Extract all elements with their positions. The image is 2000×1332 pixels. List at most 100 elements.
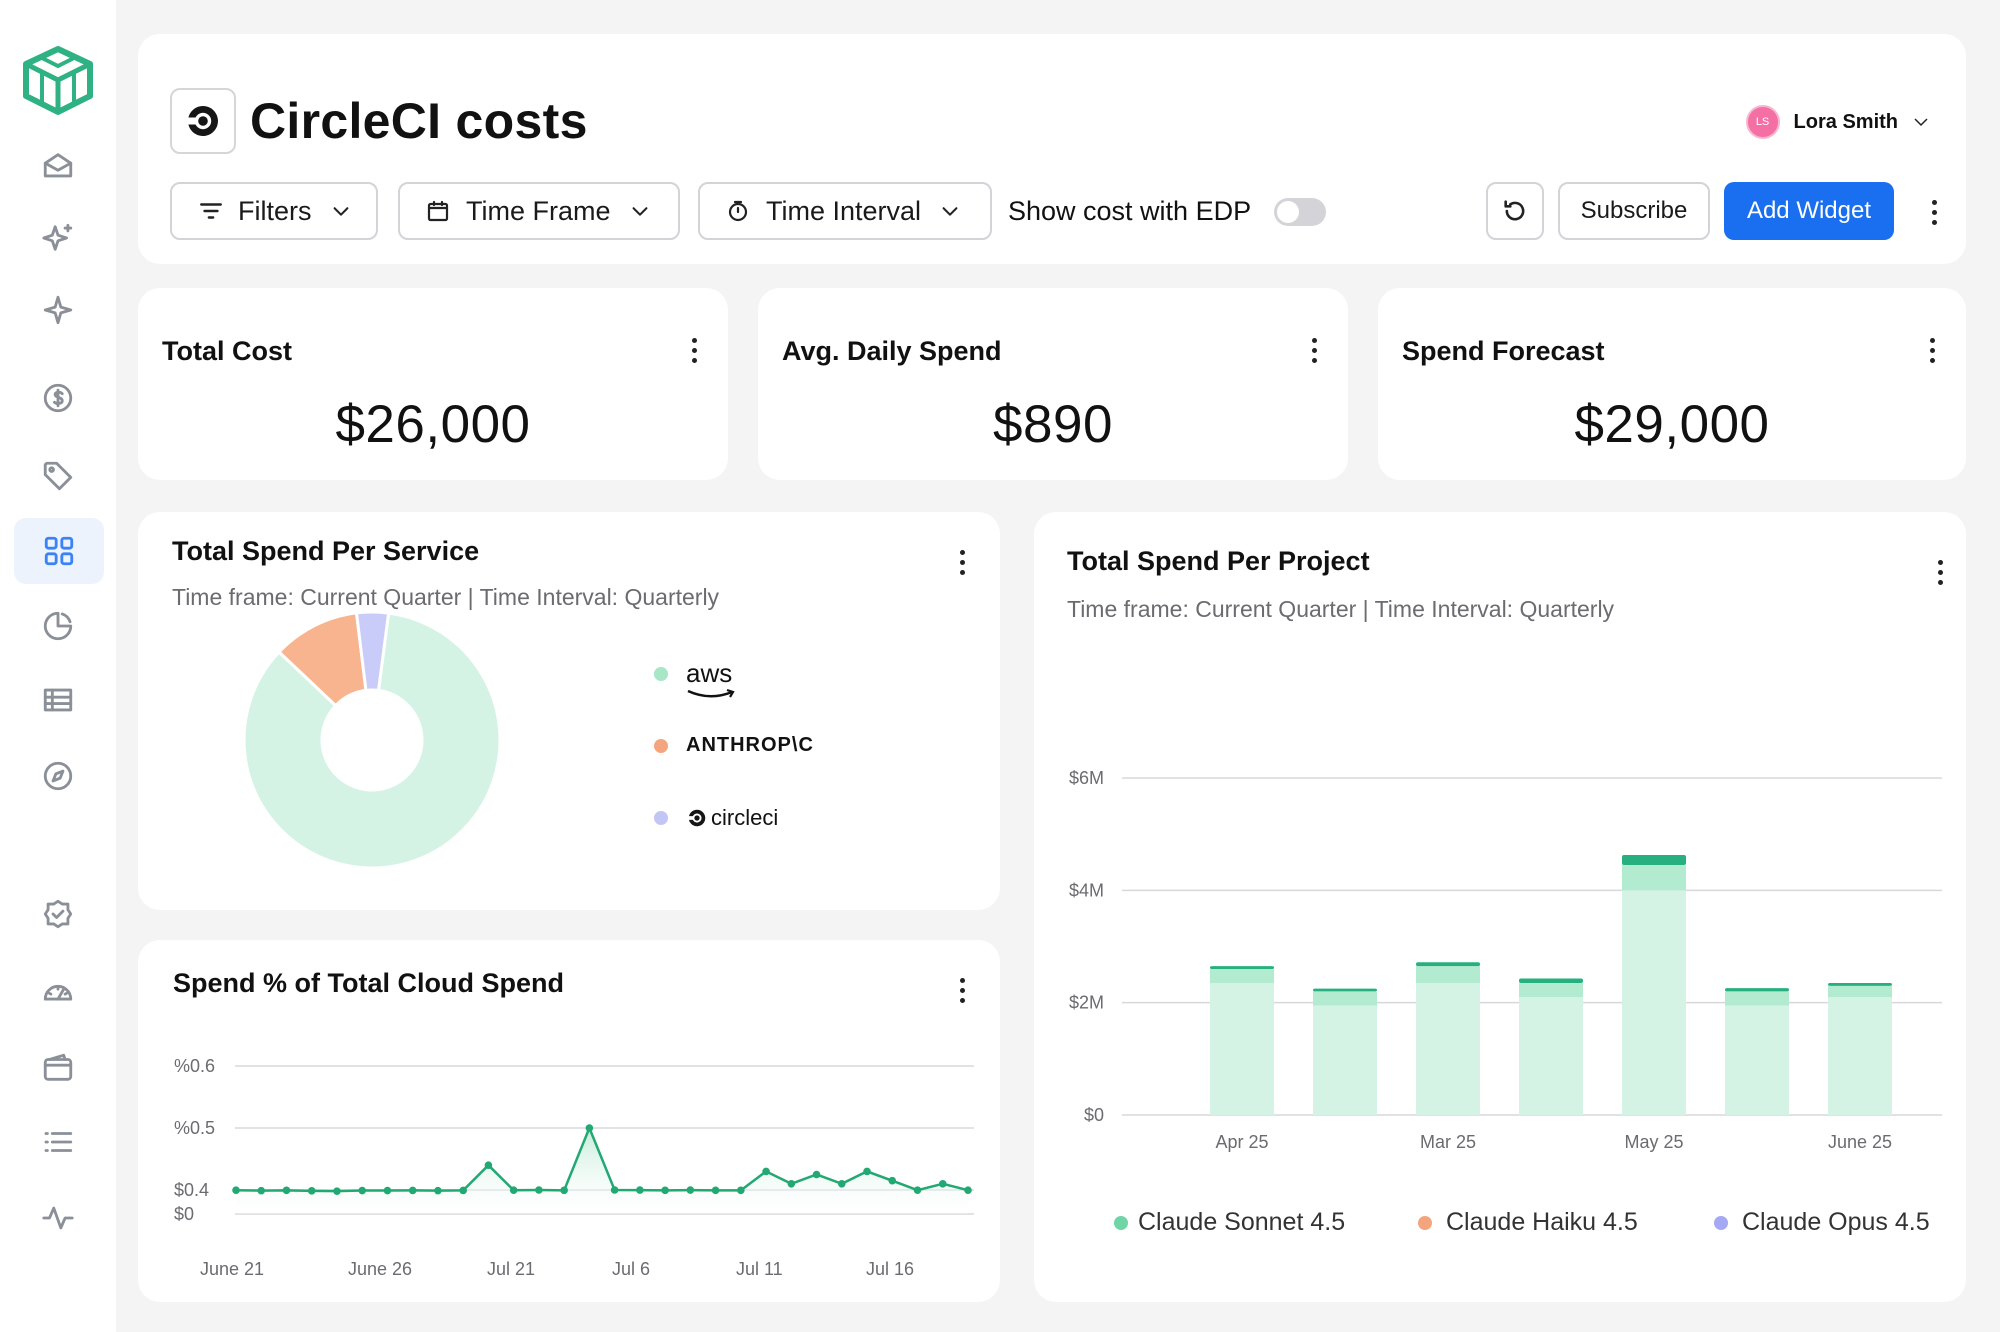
x-tick-label: June 25 [1828, 1132, 1892, 1152]
data-point [484, 1161, 493, 1169]
circleci-icon [688, 809, 706, 827]
bar-segment [1313, 1005, 1377, 1115]
timer-icon [728, 200, 748, 222]
legend-item-haiku: Claude Haiku 4.5 [1418, 1208, 1638, 1237]
kpi-more-menu[interactable] [1302, 330, 1326, 370]
dollar-icon [43, 383, 73, 413]
list-icon [44, 1132, 73, 1152]
x-tick-label: June 21 [200, 1259, 264, 1279]
header-more-menu[interactable] [1922, 192, 1946, 232]
nav-dashboards[interactable] [14, 518, 104, 584]
add-widget-button[interactable]: Add Widget [1724, 182, 1894, 240]
x-tick-label: May 25 [1624, 1132, 1683, 1152]
data-point [762, 1167, 770, 1176]
bar-segment [1416, 983, 1480, 1115]
legend-dot [654, 811, 668, 825]
filters-label: Filters [238, 195, 312, 226]
y-tick-label: $4M [1069, 880, 1104, 900]
widget-more-menu[interactable] [1928, 552, 1952, 592]
tag-icon [43, 461, 73, 491]
time-frame-dropdown[interactable]: Time Frame [398, 182, 680, 240]
widget-title: Spend % of Total Cloud Spend [173, 968, 564, 998]
kpi-card-total-cost: Total Cost $26,000 [138, 288, 728, 480]
y-tick-label: $0 [174, 1204, 194, 1224]
bar-segment [1519, 997, 1583, 1115]
donut-chart [242, 612, 502, 870]
bar-segment [1725, 991, 1789, 1006]
bar-segment [1313, 988, 1377, 992]
filters-button[interactable]: Filters [170, 182, 378, 240]
data-point [686, 1186, 695, 1194]
legend-label: Claude Haiku 4.5 [1446, 1208, 1638, 1236]
kpi-value: $29,000 [1574, 395, 1770, 454]
chevron-down-icon [942, 207, 958, 216]
aws-smile-icon [687, 688, 735, 698]
user-name: Lora Smith [1793, 110, 1898, 133]
nav-compliance[interactable] [28, 884, 88, 944]
y-tick-label: $2M [1069, 993, 1104, 1013]
nav-sparkles[interactable] [28, 208, 88, 268]
data-point [787, 1180, 796, 1188]
nav-inbox[interactable] [28, 136, 88, 196]
data-point [459, 1186, 467, 1195]
nav-activity[interactable] [28, 1188, 88, 1248]
bar-segment [1622, 854, 1686, 866]
bar-segment [1725, 988, 1789, 992]
widget-more-menu[interactable] [950, 970, 974, 1010]
bar-segment [1210, 968, 1274, 984]
bar-segment [1828, 985, 1892, 998]
legend-item-anthropic: ANTHROP\C [654, 734, 814, 757]
calendar-icon [427, 200, 449, 222]
data-point [333, 1187, 341, 1195]
bar-segment [1416, 962, 1480, 967]
kpi-more-menu[interactable] [1920, 330, 1944, 370]
chevron-down-icon [333, 207, 348, 216]
bar-segment [1622, 890, 1686, 1115]
widget-spend-percent-cloud: Spend % of Total Cloud Spend %0.6 %0.5 $0.… [138, 940, 1000, 1302]
refresh-icon [1504, 200, 1525, 221]
data-point [610, 1186, 619, 1194]
kpi-more-menu[interactable] [682, 330, 706, 370]
sparkle-icon [43, 295, 73, 325]
data-point [938, 1180, 947, 1188]
kpi-value: $26,000 [335, 395, 531, 454]
app-logo-icon[interactable] [20, 44, 96, 116]
badge-check-icon [43, 899, 73, 929]
time-interval-dropdown[interactable]: Time Interval [698, 182, 992, 240]
data-point [711, 1186, 720, 1195]
dashboard-grid-icon [44, 536, 74, 566]
page-title: CircleCI costs [250, 93, 588, 149]
legend-item-circleci: circleci [654, 805, 778, 831]
chevron-down-icon [632, 207, 647, 216]
data-point [964, 1186, 972, 1195]
nav-explore[interactable] [28, 746, 88, 806]
chart-legend: Claude Sonnet 4.5 Claude Haiku 4.5 Claud… [1034, 1208, 1966, 1248]
bar-segment [1210, 983, 1274, 1115]
edp-toggle[interactable] [1274, 198, 1326, 226]
sparkles-icon [42, 223, 73, 251]
legend-dot [1714, 1215, 1728, 1230]
data-point [661, 1186, 669, 1195]
nav-sparkle[interactable] [28, 280, 88, 340]
widget-subtitle: Time frame: Current Quarter | Time Inter… [1067, 596, 1615, 622]
legend-label: ANTHROP\C [686, 734, 814, 756]
legend-dot [654, 666, 668, 681]
data-point [737, 1186, 745, 1195]
nav-tags[interactable] [28, 446, 88, 506]
user-menu[interactable]: LS Lora Smith [1745, 104, 1930, 140]
nav-costs[interactable] [28, 368, 88, 428]
widget-more-menu[interactable] [950, 542, 974, 582]
nav-reports[interactable] [28, 596, 88, 656]
kpi-card-spend-forecast: Spend Forecast $29,000 [1378, 288, 1966, 480]
area-fill [236, 1128, 968, 1214]
nav-table[interactable] [28, 670, 88, 730]
widget-title: Total Spend Per Project [1067, 546, 1370, 576]
refresh-button[interactable] [1486, 182, 1544, 240]
legend-label: Claude Sonnet 4.5 [1138, 1208, 1346, 1236]
nav-list[interactable] [28, 1112, 88, 1172]
data-point [257, 1186, 266, 1195]
data-point [383, 1186, 392, 1195]
nav-wallet[interactable] [28, 1038, 88, 1098]
nav-performance[interactable] [28, 962, 88, 1022]
subscribe-button[interactable]: Subscribe [1558, 182, 1710, 240]
